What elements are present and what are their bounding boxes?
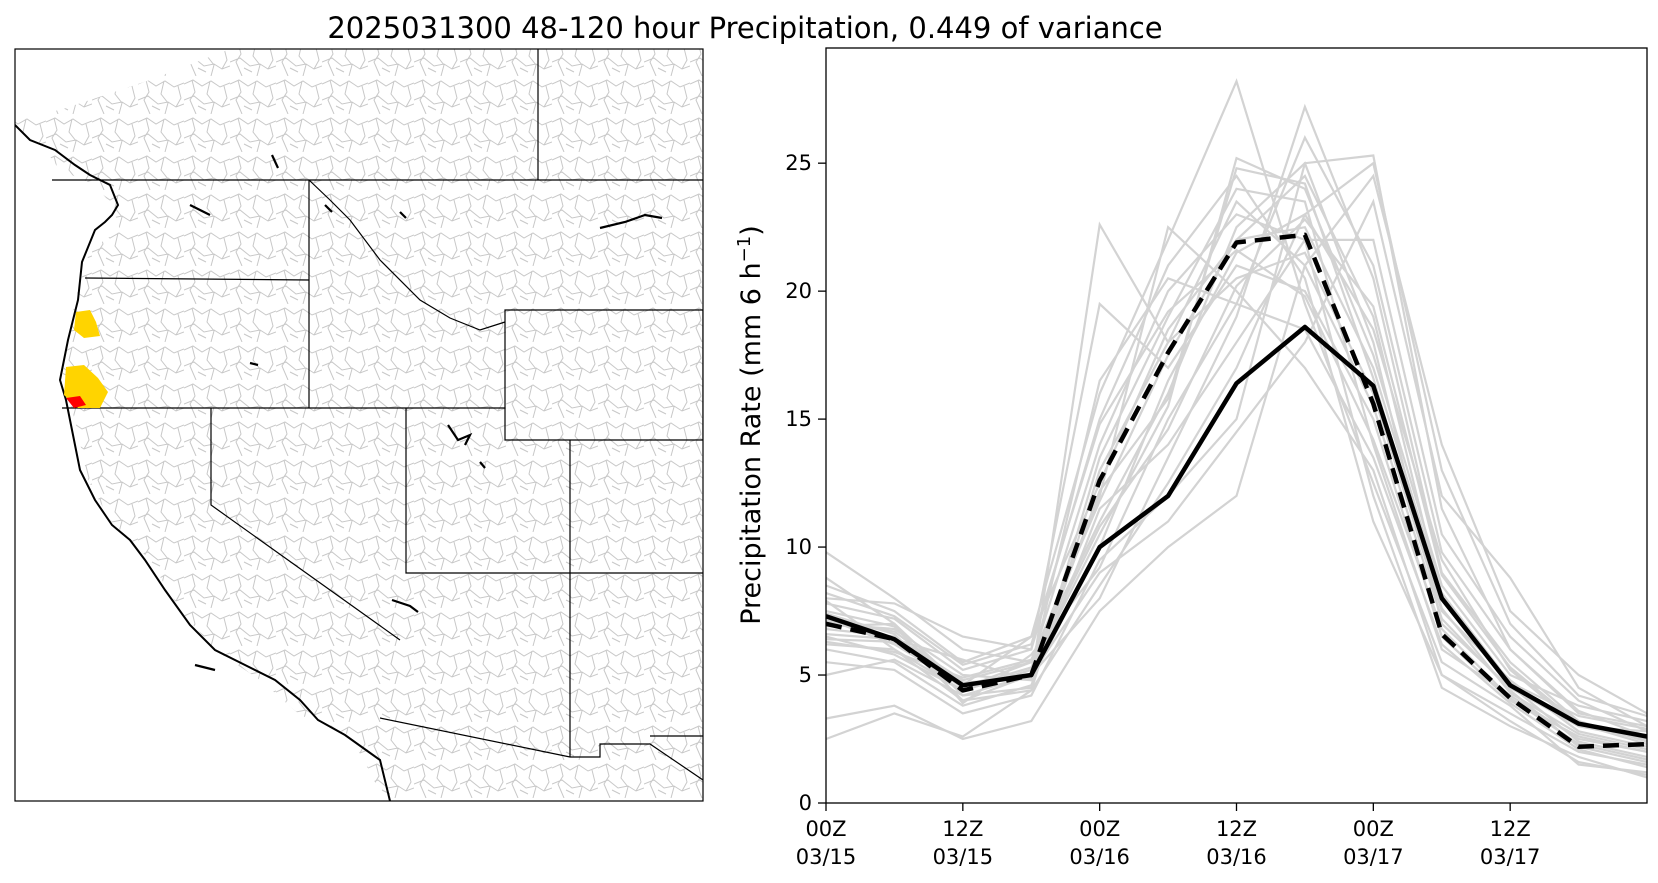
map-panel [14,48,704,802]
y-axis-label-close: ) [736,225,767,236]
figure-title: 2025031300 48-120 hour Precipitation, 0.… [327,11,1162,45]
x-tick-label-date: 03/17 [1343,845,1404,869]
highlight-region-max [66,396,86,408]
ensemble-member-line [825,212,1648,741]
y-tick-label: 20 [785,279,812,303]
land-area [15,49,703,801]
ensemble-member-line [825,225,1648,766]
x-tick-label-date: 03/15 [796,845,857,869]
x-tick-label-date: 03/16 [1206,845,1267,869]
x-tick-label-time: 12Z [1216,817,1257,841]
map-frame [14,48,704,802]
y-tick-label: 25 [785,151,812,175]
x-tick-label-date: 03/17 [1480,845,1541,869]
lakes [189,154,663,672]
x-tick-label-date: 03/15 [933,845,994,869]
ensemble-member-line [825,187,1648,753]
ensemble-member-line [825,199,1648,764]
dashed-series-line [825,232,1648,749]
highlight-region-oregon-coast [74,310,100,338]
ensemble-member-line [825,238,1648,733]
ensemble-member-line [825,264,1648,753]
y-tick-label: 5 [799,663,812,687]
y-tick-label: 15 [785,407,812,431]
x-axis: 00Z 03/15 12Z 03/15 00Z 03/16 12Z 03/16 00Z 03/17… [796,803,1541,869]
x-tick-label-time: 00Z [1079,817,1120,841]
y-axis-label: Precipitation Rate (mm 6 h−1) [734,225,768,625]
ensemble-member-line [825,161,1648,741]
y-tick-label: 10 [785,535,812,559]
ensemble-member-line [825,173,1648,741]
x-tick-label-date: 03/16 [1069,845,1130,869]
x-tick-label-time: 12Z [1490,817,1531,841]
x-tick-label-time: 00Z [805,817,846,841]
ensemble-member-line [825,174,1648,758]
x-tick-label-time: 00Z [1353,817,1394,841]
x-tick-label-time: 12Z [942,817,983,841]
solid-series-line [825,324,1648,739]
chart-panel: 0 5 10 15 20 25 00Z 03/15 12Z 03/15 00Z 03/16 12Z 03… [734,47,1648,869]
y-axis-label-text: Precipitation Rate (mm 6 h [736,262,767,624]
ensemble-member-line [825,248,1648,761]
ensemble-member-line [825,174,1648,776]
main-series-lines [825,232,1648,749]
coastline [15,124,391,801]
y-axis: 0 5 10 15 20 25 [785,151,826,815]
ensemble-member-line [825,221,1648,748]
ensemble-lines [825,78,1648,779]
ensemble-member-line [825,161,1648,733]
ensemble-member-line [825,78,1648,774]
ensemble-member-line [825,198,1648,728]
state-boundaries [52,49,703,781]
y-tick-label: 0 [799,791,812,815]
y-axis-label-superscript: −1 [734,236,755,263]
